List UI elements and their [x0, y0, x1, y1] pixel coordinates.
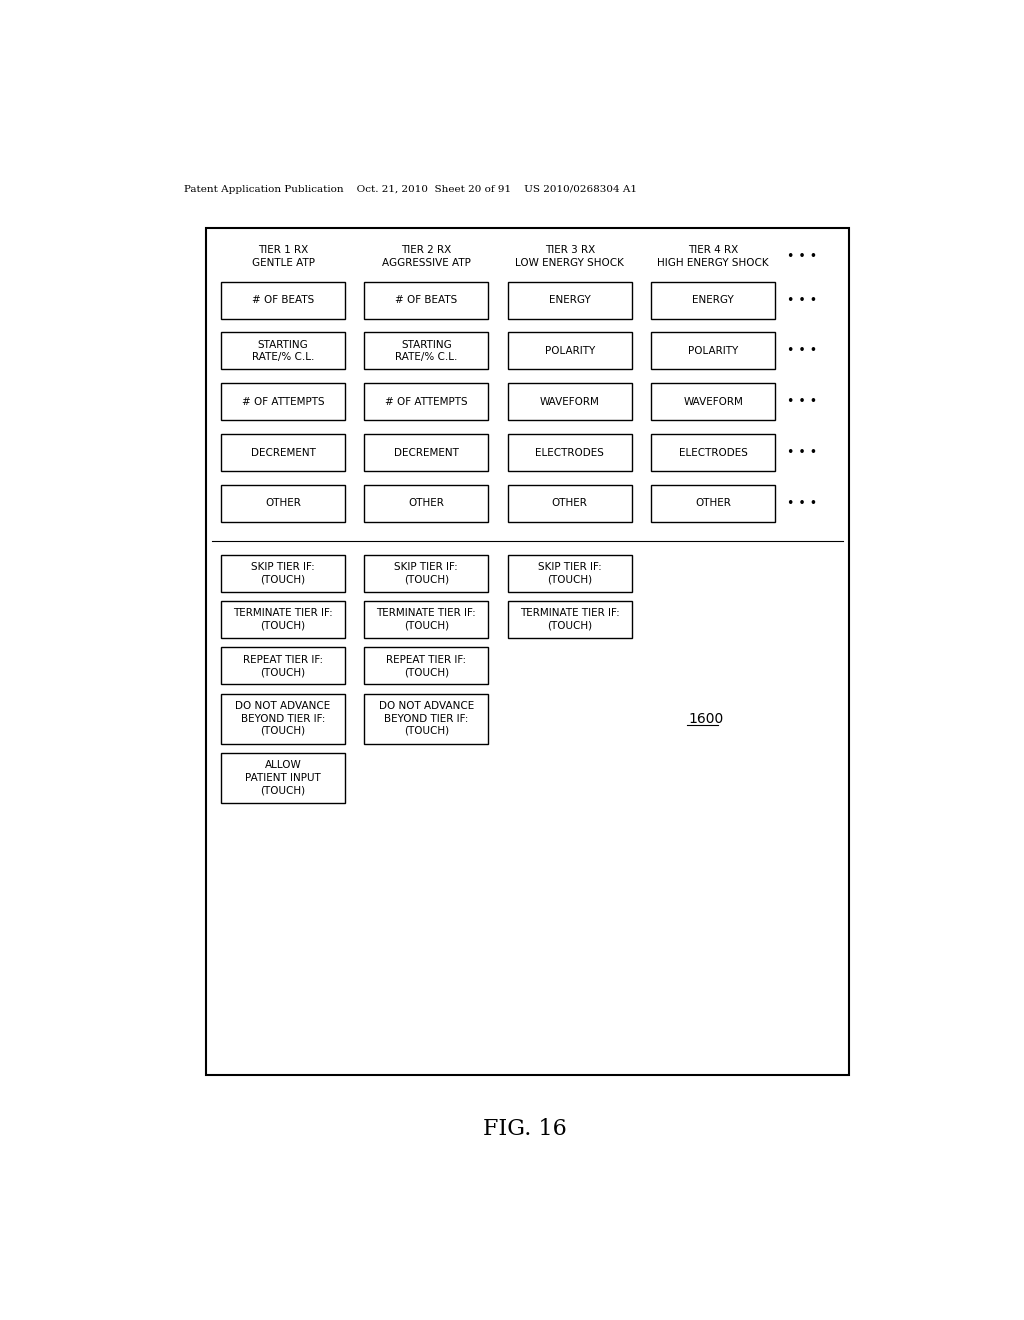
Text: TIER 1 RX
GENTLE ATP: TIER 1 RX GENTLE ATP	[252, 246, 314, 268]
Bar	[651, 484, 775, 521]
Text: • • •: • • •	[786, 345, 817, 358]
Bar	[651, 434, 775, 471]
Bar	[365, 383, 488, 420]
Bar	[365, 554, 488, 591]
Text: DO NOT ADVANCE
BEYOND TIER IF:
(TOUCH): DO NOT ADVANCE BEYOND TIER IF: (TOUCH)	[379, 701, 474, 737]
Bar	[508, 434, 632, 471]
Text: SKIP TIER IF:
(TOUCH): SKIP TIER IF: (TOUCH)	[394, 562, 459, 585]
Bar	[221, 554, 345, 591]
Text: STARTING
RATE/% C.L.: STARTING RATE/% C.L.	[252, 339, 314, 362]
Bar	[508, 333, 632, 370]
Text: ALLOW
PATIENT INPUT
(TOUCH): ALLOW PATIENT INPUT (TOUCH)	[245, 760, 321, 795]
Text: FIG. 16: FIG. 16	[483, 1118, 566, 1139]
Text: TIER 4 RX
HIGH ENERGY SHOCK: TIER 4 RX HIGH ENERGY SHOCK	[657, 246, 769, 268]
Text: OTHER: OTHER	[695, 499, 731, 508]
Text: POLARITY: POLARITY	[545, 346, 595, 356]
Bar	[365, 333, 488, 370]
Text: REPEAT TIER IF:
(TOUCH): REPEAT TIER IF: (TOUCH)	[243, 655, 323, 677]
Bar	[508, 484, 632, 521]
Text: # OF ATTEMPTS: # OF ATTEMPTS	[242, 397, 325, 407]
Bar	[365, 281, 488, 318]
Bar	[221, 434, 345, 471]
Bar	[221, 383, 345, 420]
Bar	[221, 333, 345, 370]
Bar	[508, 601, 632, 638]
Text: ELECTRODES: ELECTRODES	[679, 447, 748, 458]
Bar	[221, 281, 345, 318]
Text: # OF BEATS: # OF BEATS	[252, 296, 314, 305]
Bar	[508, 281, 632, 318]
Bar	[365, 434, 488, 471]
Text: # OF ATTEMPTS: # OF ATTEMPTS	[385, 397, 468, 407]
Text: • • •: • • •	[786, 446, 817, 459]
Text: TERMINATE TIER IF:
(TOUCH): TERMINATE TIER IF: (TOUCH)	[233, 609, 333, 631]
Bar	[221, 647, 345, 684]
Bar	[651, 333, 775, 370]
Bar	[221, 484, 345, 521]
Bar	[651, 281, 775, 318]
Text: TERMINATE TIER IF:
(TOUCH): TERMINATE TIER IF: (TOUCH)	[520, 609, 620, 631]
Bar	[365, 484, 488, 521]
Text: OTHER: OTHER	[409, 499, 444, 508]
Text: SKIP TIER IF:
(TOUCH): SKIP TIER IF: (TOUCH)	[538, 562, 602, 585]
Text: ENERGY: ENERGY	[692, 296, 734, 305]
Text: TIER 3 RX
LOW ENERGY SHOCK: TIER 3 RX LOW ENERGY SHOCK	[515, 246, 625, 268]
Text: • • •: • • •	[786, 249, 817, 263]
Text: TERMINATE TIER IF:
(TOUCH): TERMINATE TIER IF: (TOUCH)	[377, 609, 476, 631]
Text: DECREMENT: DECREMENT	[251, 447, 315, 458]
Text: POLARITY: POLARITY	[688, 346, 738, 356]
Bar	[365, 647, 488, 684]
Text: STARTING
RATE/% C.L.: STARTING RATE/% C.L.	[395, 339, 458, 362]
Text: OTHER: OTHER	[552, 499, 588, 508]
Bar	[651, 383, 775, 420]
Bar	[508, 554, 632, 591]
Text: WAVEFORM: WAVEFORM	[683, 397, 743, 407]
Bar	[365, 693, 488, 743]
Text: ENERGY: ENERGY	[549, 296, 591, 305]
Text: ELECTRODES: ELECTRODES	[536, 447, 604, 458]
Text: SKIP TIER IF:
(TOUCH): SKIP TIER IF: (TOUCH)	[251, 562, 314, 585]
Text: TIER 2 RX
AGGRESSIVE ATP: TIER 2 RX AGGRESSIVE ATP	[382, 246, 471, 268]
Bar	[365, 601, 488, 638]
Text: • • •: • • •	[786, 293, 817, 306]
Bar	[508, 383, 632, 420]
Text: • • •: • • •	[786, 496, 817, 510]
Bar	[206, 227, 849, 1074]
Text: WAVEFORM: WAVEFORM	[540, 397, 600, 407]
Text: REPEAT TIER IF:
(TOUCH): REPEAT TIER IF: (TOUCH)	[386, 655, 467, 677]
Text: Patent Application Publication    Oct. 21, 2010  Sheet 20 of 91    US 2010/02683: Patent Application Publication Oct. 21, …	[183, 185, 637, 194]
Text: 1600: 1600	[688, 711, 724, 726]
Bar	[221, 752, 345, 803]
Text: DECREMENT: DECREMENT	[394, 447, 459, 458]
Text: DO NOT ADVANCE
BEYOND TIER IF:
(TOUCH): DO NOT ADVANCE BEYOND TIER IF: (TOUCH)	[236, 701, 331, 737]
Text: # OF BEATS: # OF BEATS	[395, 296, 458, 305]
Text: OTHER: OTHER	[265, 499, 301, 508]
Text: • • •: • • •	[786, 395, 817, 408]
Bar	[221, 693, 345, 743]
Bar	[221, 601, 345, 638]
